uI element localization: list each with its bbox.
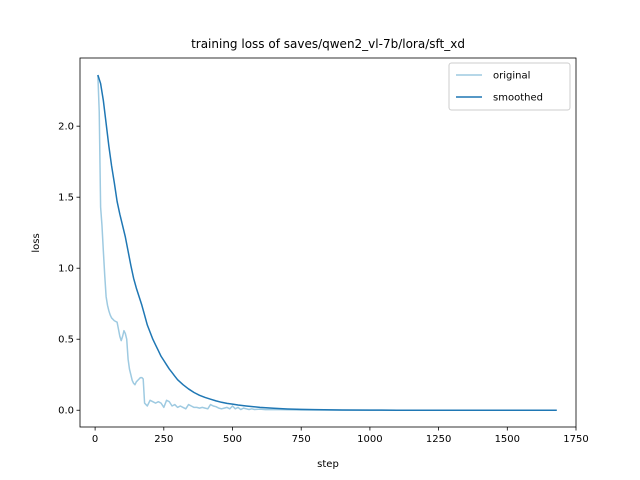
x-tick-label: 500 [223,434,242,445]
legend-label-smoothed: smoothed [493,93,543,104]
x-tick-label: 0 [92,434,98,445]
y-tick-label: 1.0 [58,264,74,275]
x-tick-label: 250 [154,434,173,445]
y-tick-label: 0.5 [58,335,74,346]
x-tick-label: 1250 [426,434,451,445]
y-tick-label: 0.0 [58,406,74,417]
plot-area: 0 250 500 750 1000 1250 1500 1750 0.0 0.5 1.0 1.5 2.… [58,57,589,445]
series-line-original [97,75,557,411]
series-line-smoothed [97,74,557,411]
x-tick-label: 750 [292,434,311,445]
x-tick-label: 1000 [357,434,382,445]
chart-title: training loss of saves/qwen2_vl-7b/lora/… [191,37,465,51]
y-tick-label: 2.0 [58,122,74,133]
axes-frame [79,57,577,428]
legend: original smoothed [448,62,571,111]
x-axis-label: step [317,459,339,470]
x-tick-label: 1500 [495,434,520,445]
x-tick-label: 1750 [563,434,588,445]
y-axis-label: loss [31,233,42,252]
legend-label-original: original [493,71,530,82]
y-tick-label: 1.5 [58,193,74,204]
